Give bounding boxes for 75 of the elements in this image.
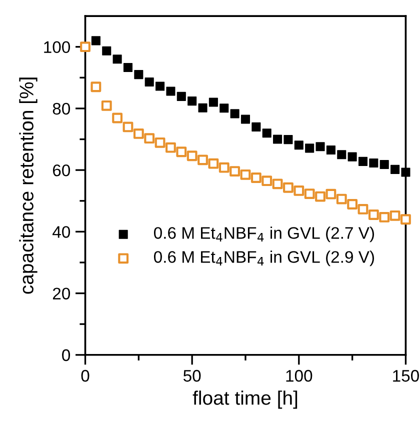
point bbox=[220, 104, 229, 113]
legend-label: 0.6 M Et$_{4}$NBF$_{4}$ in GVL (2.7 V) bbox=[154, 226, 374, 242]
point bbox=[368, 210, 379, 220]
point bbox=[80, 42, 90, 52]
point bbox=[262, 128, 272, 138]
y-tick-label: 20 bbox=[52, 288, 70, 300]
point bbox=[156, 82, 165, 91]
point bbox=[390, 210, 400, 221]
point bbox=[326, 188, 336, 200]
point bbox=[240, 169, 251, 180]
point bbox=[400, 214, 411, 225]
point bbox=[134, 70, 144, 80]
point bbox=[208, 98, 218, 107]
y-tick-label: 0 bbox=[62, 349, 70, 362]
point bbox=[101, 100, 112, 111]
point bbox=[336, 194, 347, 204]
point bbox=[112, 112, 123, 124]
x-tick-label: 150 bbox=[393, 370, 419, 382]
point bbox=[230, 166, 240, 177]
point bbox=[252, 122, 261, 132]
y-tick-label: 60 bbox=[52, 164, 70, 176]
point bbox=[102, 46, 112, 56]
point bbox=[208, 158, 219, 169]
point bbox=[304, 188, 315, 199]
point bbox=[198, 154, 208, 166]
point bbox=[348, 152, 357, 162]
point bbox=[188, 96, 197, 106]
y-tick-label: 40 bbox=[52, 226, 70, 238]
point bbox=[294, 185, 304, 196]
point bbox=[315, 191, 326, 202]
point bbox=[347, 199, 358, 210]
point bbox=[112, 54, 122, 64]
point bbox=[218, 162, 230, 173]
point bbox=[176, 146, 187, 158]
x-tick-label: 0 bbox=[81, 370, 90, 382]
x-tick-label: 100 bbox=[286, 370, 312, 382]
y-tick-label: 80 bbox=[52, 102, 70, 115]
point bbox=[198, 103, 208, 112]
point bbox=[326, 146, 336, 155]
point bbox=[250, 172, 262, 183]
point bbox=[186, 150, 198, 162]
point bbox=[262, 176, 272, 186]
point bbox=[294, 140, 304, 150]
point bbox=[369, 158, 378, 168]
point bbox=[144, 77, 154, 86]
point bbox=[380, 160, 389, 170]
point bbox=[122, 122, 134, 132]
point bbox=[358, 204, 368, 214]
point bbox=[273, 134, 282, 144]
point bbox=[390, 164, 400, 174]
point bbox=[176, 92, 186, 101]
x-axis-title: float time [h] bbox=[192, 390, 298, 409]
point bbox=[123, 62, 133, 72]
point bbox=[284, 135, 293, 144]
y-tick-label: 100 bbox=[44, 41, 70, 54]
point bbox=[166, 86, 176, 96]
x-tick-label: 50 bbox=[183, 370, 201, 382]
point bbox=[379, 212, 390, 222]
point bbox=[316, 142, 325, 152]
point bbox=[133, 128, 144, 139]
point bbox=[154, 137, 166, 148]
point bbox=[91, 36, 100, 46]
point bbox=[240, 114, 250, 124]
point bbox=[90, 82, 102, 92]
point bbox=[272, 178, 283, 190]
point bbox=[230, 109, 240, 118]
point bbox=[283, 182, 294, 193]
point bbox=[358, 156, 368, 166]
point bbox=[166, 142, 176, 153]
y-axis-title: capacitance retention [%] bbox=[19, 78, 38, 294]
point bbox=[337, 150, 346, 160]
point bbox=[305, 144, 314, 153]
legend-label: 0.6 M Et$_{4}$NBF$_{4}$ in GVL (2.9 V) bbox=[154, 250, 374, 266]
point bbox=[401, 168, 410, 177]
point bbox=[144, 133, 155, 144]
